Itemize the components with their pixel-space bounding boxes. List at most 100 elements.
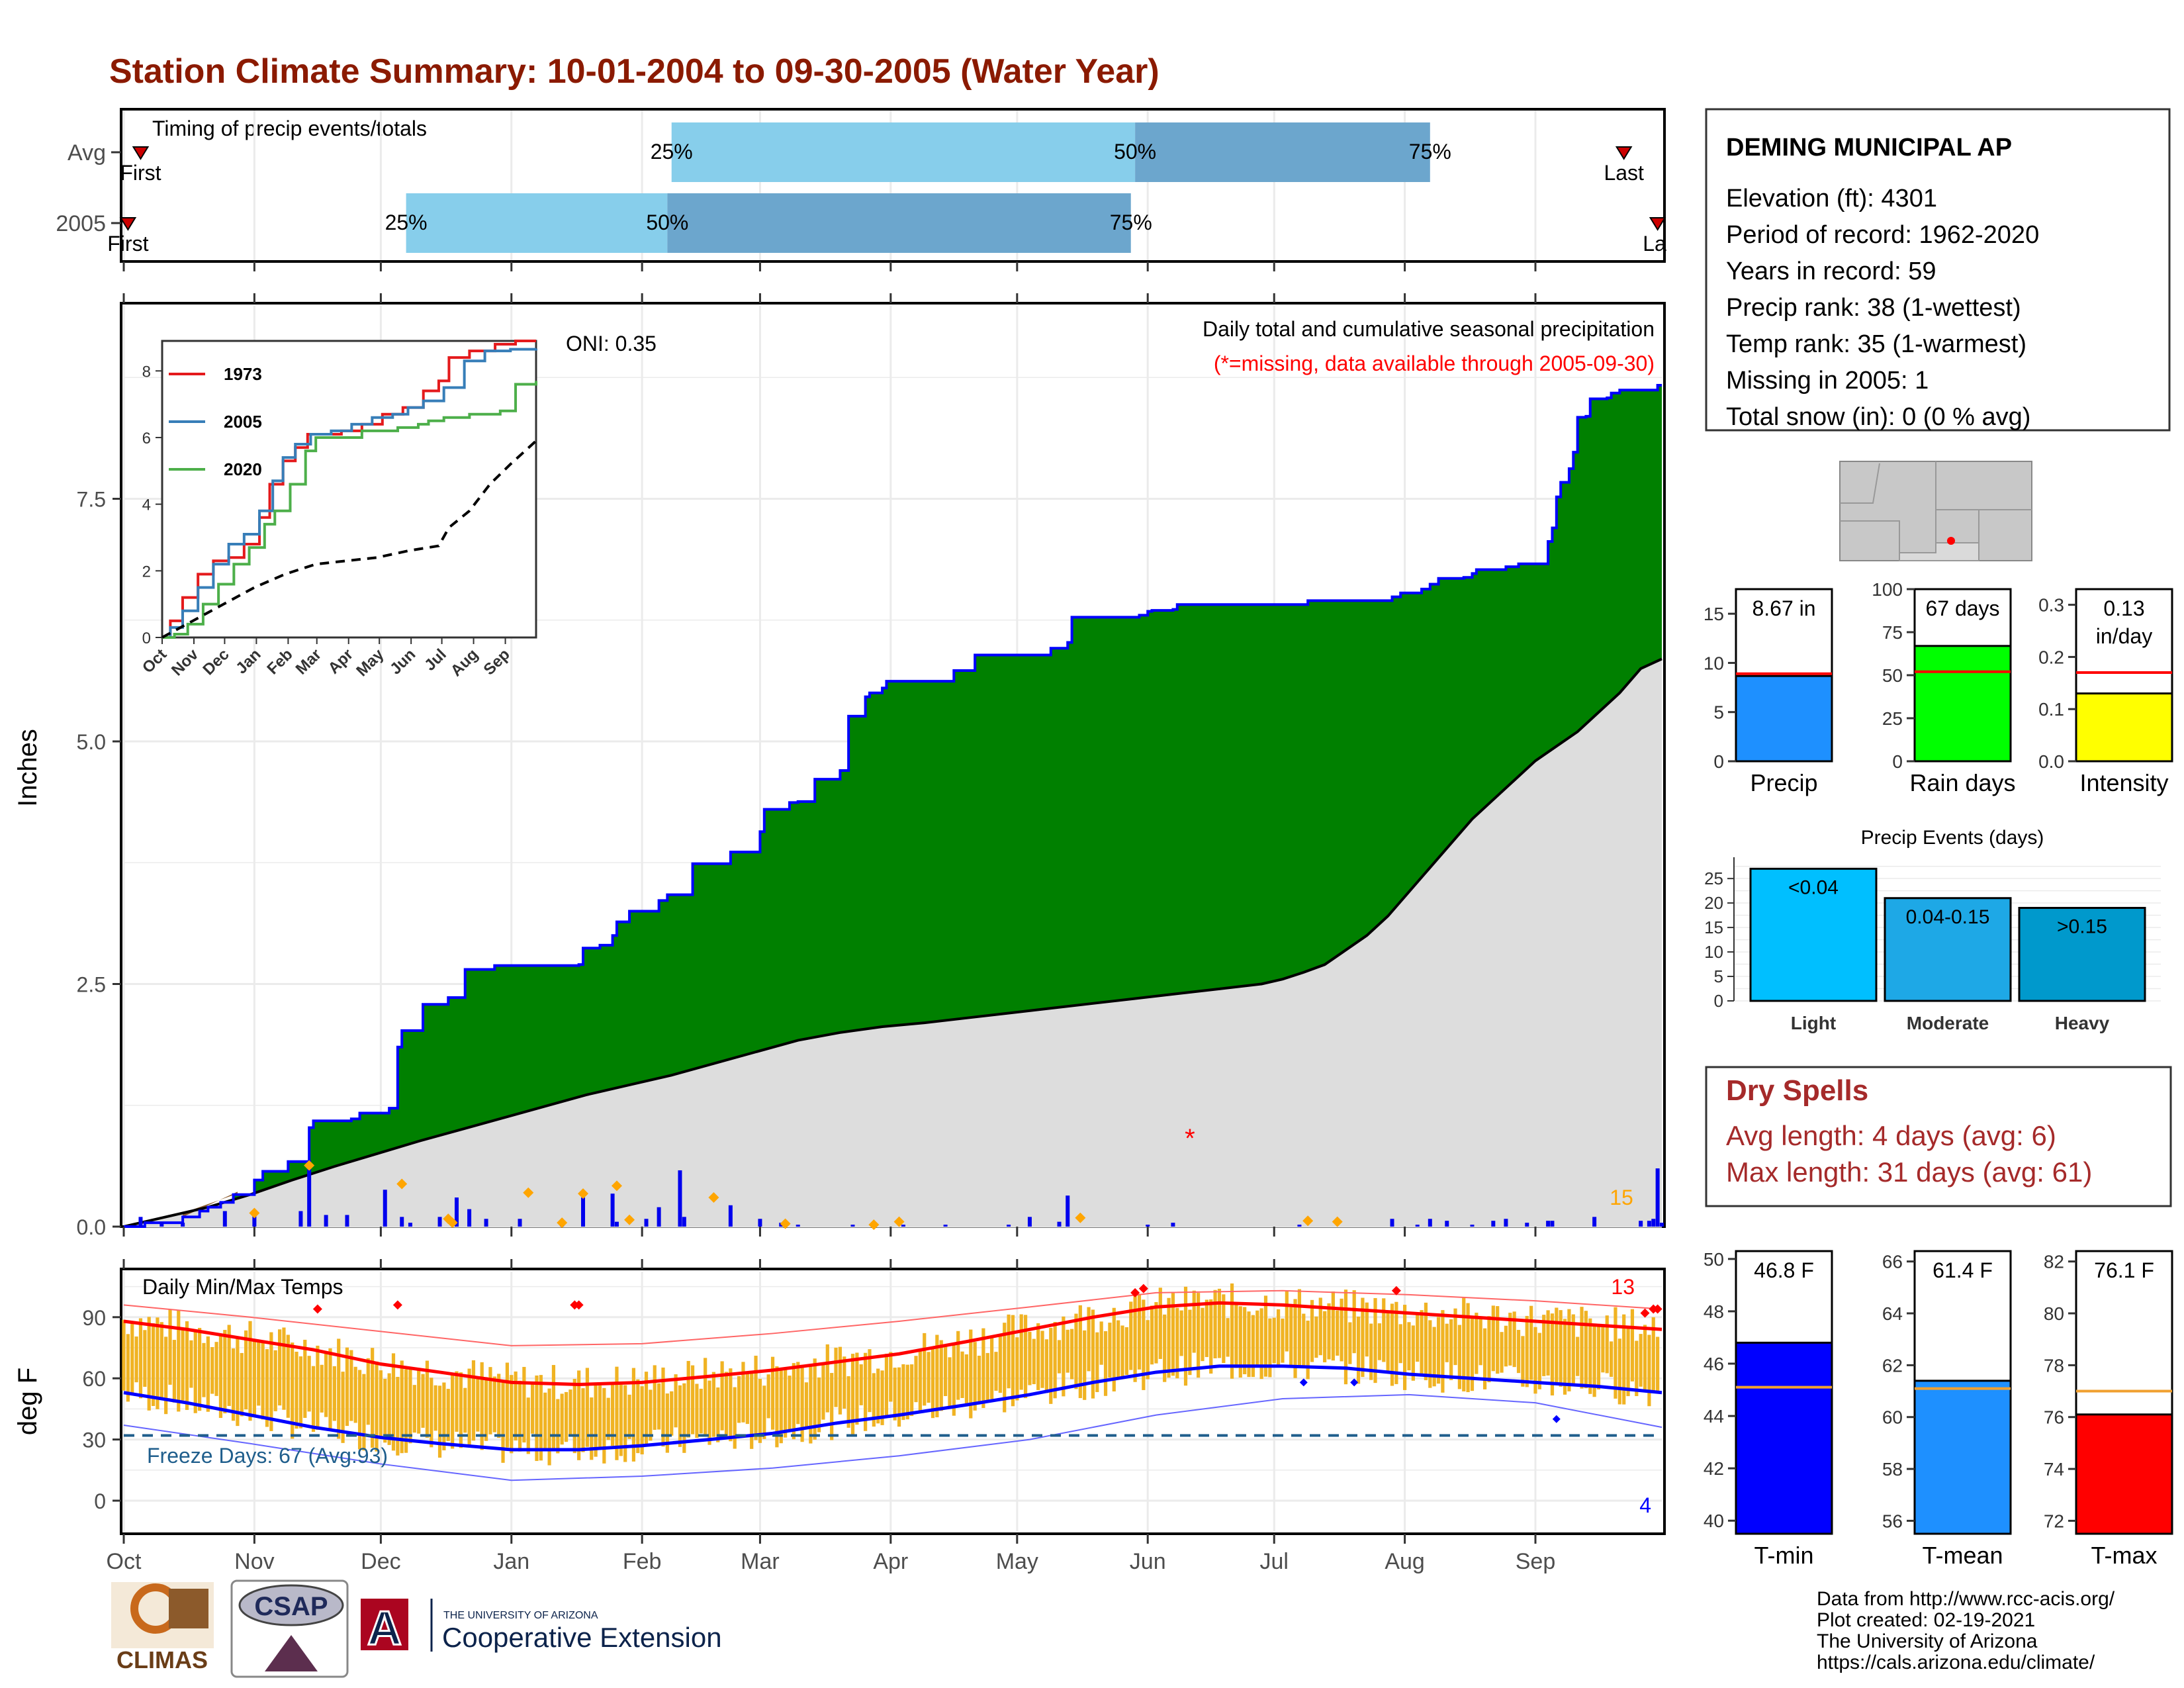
record-tmin-line	[123, 1393, 1662, 1481]
daily-precip-bar	[1592, 1217, 1597, 1227]
daily-temp-bar	[1482, 1328, 1487, 1389]
daily-temp-bar	[1205, 1299, 1208, 1358]
station-line-period: Period of record: 1962-2020	[1726, 221, 2039, 249]
daily-temp-bar	[1318, 1297, 1322, 1356]
record-high-marker	[1653, 1304, 1662, 1314]
daily-temp-bar	[1382, 1298, 1386, 1362]
daily-temp-bar	[1622, 1314, 1626, 1405]
daily-temp-bar	[699, 1388, 703, 1434]
station-box-frame	[1705, 108, 2171, 432]
precip-y-tick-label: 2.5	[77, 973, 106, 997]
daily-temp-bar	[1453, 1308, 1457, 1366]
daily-precip-bar	[324, 1215, 328, 1227]
footer-line-data: Data from http://www.rcc-acis.org/	[1817, 1588, 2115, 1610]
daily-precip-bar	[252, 1215, 257, 1227]
daily-temp-bar	[526, 1397, 530, 1454]
csap-mountain-icon	[265, 1635, 318, 1671]
daily-temp-bar	[134, 1336, 138, 1383]
tmax-summary-y-tick-label: 74	[2044, 1459, 2064, 1479]
month-tick-label: Apr	[873, 1549, 908, 1574]
daily-temp-bar	[602, 1387, 606, 1464]
precip-count-label: 15	[1610, 1186, 1633, 1209]
daily-temp-bar	[324, 1352, 328, 1417]
daily-temp-bar	[1601, 1325, 1605, 1373]
daily-temp-bar	[345, 1347, 349, 1427]
temps-y-tick-label: 60	[82, 1367, 106, 1391]
tmax-summary-y-tick-label: 72	[2044, 1511, 2064, 1531]
daily-precip-bar	[678, 1170, 682, 1227]
precip-title: Daily total and cumulative seasonal prec…	[1203, 317, 1655, 341]
daily-precip-bar	[1146, 1225, 1150, 1227]
station-line-snow: Total snow (in): 0 (0 % avg)	[1726, 403, 2030, 431]
record-high-marker	[574, 1300, 584, 1310]
station-line-missing: Missing in 2005: 1	[1726, 367, 1929, 395]
daily-temp-bar	[156, 1317, 159, 1409]
daily-temp-bar	[876, 1368, 880, 1424]
daily-temp-bar	[1234, 1302, 1238, 1368]
temps-title: Daily Min/Max Temps	[142, 1275, 343, 1299]
footer-line-created: Plot created: 02-19-2021	[1817, 1609, 2035, 1631]
climas-logo-block	[169, 1589, 208, 1628]
daily-temp-bar	[1475, 1313, 1479, 1374]
daily-temp-bar	[1124, 1327, 1128, 1376]
record-high-marker	[1391, 1286, 1401, 1295]
month-tick-label: Feb	[623, 1549, 662, 1574]
daily-temp-bar	[236, 1337, 240, 1427]
daily-temp-bar	[1537, 1333, 1541, 1389]
daily-temp-bar	[1091, 1309, 1095, 1399]
event-bar-label: >0.15	[2057, 916, 2107, 938]
daily-precip-bar	[138, 1217, 143, 1227]
daily-temp-bar	[939, 1340, 943, 1411]
daily-temp-bar	[615, 1366, 619, 1460]
event-category-label: Moderate	[1907, 1013, 1989, 1033]
daily-temp-bar	[446, 1389, 450, 1441]
daily-temp-bar	[396, 1376, 400, 1456]
tmin-summary-y-tick-label: 42	[1704, 1458, 1724, 1479]
tmean-summary-y-tick-label: 56	[1882, 1511, 1903, 1531]
daily-temp-bar	[704, 1358, 707, 1436]
daily-temp-bar	[644, 1372, 649, 1446]
daily-temp-bar	[159, 1322, 163, 1399]
daily-temp-bar	[1416, 1314, 1420, 1362]
events-y-tick-label: 20	[1704, 893, 1723, 913]
daily-temp-bar	[202, 1342, 206, 1397]
precip-y-tick-label: 0.0	[77, 1215, 106, 1239]
daily-precip-bar	[467, 1209, 472, 1227]
daily-temp-bar	[1154, 1302, 1158, 1364]
daily-temp-bar	[240, 1352, 244, 1417]
temps-y-axis-label: deg F	[13, 1368, 42, 1435]
avg-daily-precip-point	[893, 1216, 905, 1227]
daily-precip-bar	[682, 1217, 686, 1227]
daily-temp-bar	[910, 1364, 914, 1417]
daily-temp-bar	[295, 1351, 298, 1429]
daily-temp-bar	[918, 1349, 922, 1412]
daily-temp-bar	[143, 1330, 147, 1387]
intensity: 0.0 0.1 0.2 0.3 0.13 in/day Intensity	[2038, 588, 2173, 796]
record-high-marker	[392, 1300, 402, 1310]
daily-temp-bar	[1137, 1293, 1142, 1370]
daily-temp-bar	[800, 1364, 804, 1442]
daily-temp-bar	[1639, 1334, 1643, 1387]
daily-temp-bar	[1289, 1307, 1293, 1367]
daily-temp-bar	[1441, 1310, 1445, 1393]
daily-temp-bar	[1500, 1332, 1504, 1373]
rain-days-y-tick-label: 75	[1882, 622, 1903, 643]
daily-temp-bar	[1445, 1323, 1449, 1362]
daily-temp-bar	[535, 1375, 539, 1462]
daily-precip-bar	[581, 1197, 586, 1227]
daily-temp-bar	[539, 1375, 543, 1461]
daily-temp-bar	[518, 1380, 522, 1452]
event-category-label: Light	[1791, 1013, 1836, 1033]
daily-temp-bar	[1276, 1309, 1281, 1366]
avg-daily-precip-point	[523, 1187, 534, 1198]
daily-temp-bar	[1070, 1329, 1074, 1380]
tmax-summary-y-tick-label: 82	[2044, 1252, 2064, 1272]
daily-temp-bar	[1571, 1314, 1575, 1384]
daily-temp-bar	[227, 1325, 231, 1406]
footer-credits: Data from http://www.rcc-acis.org/ Plot …	[1817, 1588, 2115, 1673]
daily-temp-bar	[1398, 1324, 1402, 1364]
daily-temp-bar	[682, 1383, 686, 1453]
daily-temp-bar	[252, 1340, 256, 1417]
event-bar	[1884, 897, 2012, 1002]
daily-temp-bar	[391, 1353, 396, 1451]
